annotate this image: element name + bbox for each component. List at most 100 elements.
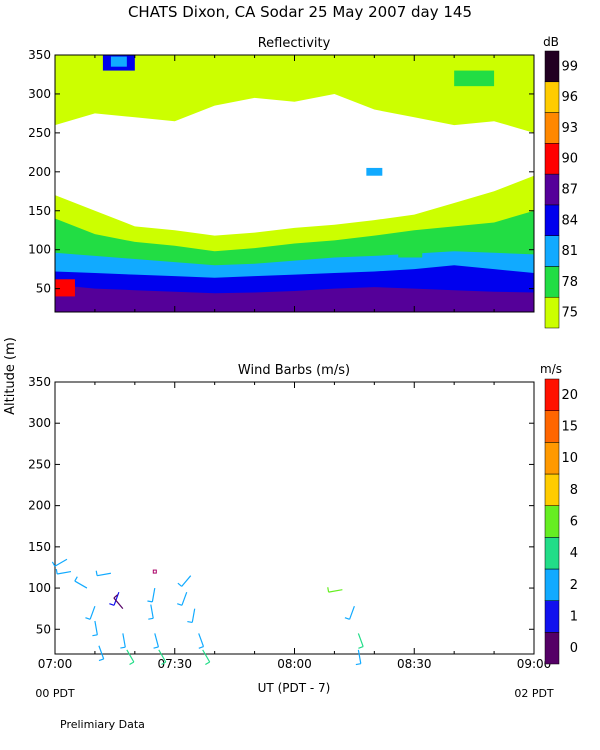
y-tick-label: 50 bbox=[36, 282, 51, 296]
wind-barb-shaft bbox=[357, 633, 364, 647]
wind-barb-flag bbox=[113, 594, 119, 599]
wind-barb-shaft bbox=[98, 645, 105, 660]
colorbar-swatch bbox=[544, 235, 560, 267]
wind-barb bbox=[85, 605, 96, 620]
wind-barb-flag bbox=[95, 570, 98, 576]
colorbar-swatch bbox=[544, 266, 560, 298]
colorbar-swatch bbox=[544, 81, 560, 113]
colorbar-label: 6 bbox=[570, 515, 578, 530]
colorbar-swatch bbox=[544, 204, 560, 236]
y-tick-label: 200 bbox=[28, 499, 51, 513]
y-tick-label: 150 bbox=[28, 540, 51, 554]
wind-barb-shaft bbox=[94, 620, 98, 635]
wind-barb-shaft bbox=[151, 587, 156, 602]
reflectivity-plot bbox=[55, 55, 534, 312]
wind-barb-shaft bbox=[122, 633, 126, 648]
wind-barb-shaft bbox=[158, 649, 167, 663]
wind-barb-flag bbox=[55, 568, 58, 575]
reflectivity-title: Reflectivity bbox=[258, 36, 331, 51]
wind-barb bbox=[113, 594, 124, 610]
x-sub-label-left: 00 PDT bbox=[35, 687, 75, 700]
colorbar-swatch bbox=[544, 632, 560, 665]
y-tick-label: 350 bbox=[28, 375, 51, 389]
colorbar-swatch bbox=[544, 296, 560, 329]
y-tick-label: 250 bbox=[28, 126, 51, 140]
wind-barb bbox=[187, 608, 196, 624]
wind-barb-shaft bbox=[154, 633, 159, 648]
colorbar-swatch bbox=[544, 600, 560, 633]
y-tick-label: 50 bbox=[36, 622, 51, 636]
wind-barb-flag bbox=[120, 646, 126, 649]
x-tick-label: 07:30 bbox=[157, 657, 192, 671]
windbarbs-axes: 50 100 150 200 250 300 350 07:00 07:30 08:00 08:30… bbox=[28, 375, 551, 671]
colorbar-swatch bbox=[544, 410, 560, 443]
wind-barb-shaft bbox=[181, 575, 192, 587]
altitude-axis-label: Altitude (m) bbox=[3, 337, 18, 415]
colorbar-swatch bbox=[544, 505, 560, 538]
wind-barb-flag bbox=[92, 634, 98, 637]
y-tick-label: 350 bbox=[28, 48, 51, 62]
colorbar-label: 81 bbox=[561, 244, 578, 259]
colorbar-swatch bbox=[544, 568, 560, 601]
wind-barb-flag bbox=[344, 617, 350, 620]
wind-barb bbox=[357, 633, 364, 649]
y-tick-label: 150 bbox=[28, 204, 51, 218]
wind-barb-shaft bbox=[349, 605, 355, 620]
wind-barb-flag bbox=[355, 663, 361, 666]
wind-barb-shaft bbox=[126, 649, 135, 663]
wind-barb-flag bbox=[177, 603, 183, 606]
colorbar-label: 8 bbox=[570, 483, 578, 498]
wind-barb-shaft bbox=[181, 591, 188, 606]
wind-barb-flag bbox=[198, 645, 204, 649]
y-tick-label: 250 bbox=[28, 457, 51, 471]
colorbar-label: 99 bbox=[561, 59, 578, 74]
y-tick-label: 100 bbox=[28, 243, 51, 257]
wind-barb bbox=[177, 591, 188, 606]
y-tick-label: 300 bbox=[28, 87, 51, 101]
wind-barb-flag bbox=[205, 661, 210, 666]
reflectivity-patch bbox=[398, 249, 423, 258]
wind-barb-flag bbox=[98, 658, 104, 662]
colorbar-swatch bbox=[544, 442, 560, 475]
x-tick-label: 08:00 bbox=[277, 657, 312, 671]
wind-barb-flag bbox=[177, 582, 183, 587]
x-tick-label: 07:00 bbox=[38, 657, 73, 671]
colorbar-label: 78 bbox=[561, 275, 578, 290]
wind-barb-flag bbox=[327, 587, 330, 593]
windbarbs-colorbar-unit: m/s bbox=[540, 362, 562, 376]
reflectivity-patch bbox=[110, 56, 127, 67]
windbarbs-title: Wind Barbs (m/s) bbox=[238, 363, 350, 378]
colorbar-label: 87 bbox=[561, 183, 578, 198]
colorbar-label: 0 bbox=[570, 641, 578, 656]
reflectivity-patch bbox=[366, 167, 383, 176]
colorbar-label: 93 bbox=[561, 121, 578, 136]
reflectivity-colorbar-unit: dB bbox=[543, 35, 559, 49]
reflectivity-colorbar: 75 78 81 84 87 90 93 96 99 bbox=[544, 50, 578, 329]
wind-barb-shaft bbox=[150, 604, 154, 619]
wind-barb bbox=[158, 649, 167, 666]
wind-barb bbox=[147, 587, 156, 603]
wind-barb-flag bbox=[129, 661, 135, 666]
colorbar-label: 96 bbox=[561, 90, 578, 105]
figure-title: CHATS Dixon, CA Sodar 25 May 2007 day 14… bbox=[128, 3, 472, 21]
wind-barb-shaft bbox=[74, 580, 88, 589]
wind-barb-shaft bbox=[328, 589, 343, 593]
wind-barb bbox=[327, 587, 343, 593]
wind-barb bbox=[344, 605, 355, 620]
wind-barb bbox=[109, 591, 120, 606]
wind-barb bbox=[98, 645, 105, 662]
wind-barb-flag bbox=[109, 603, 115, 606]
wind-barb bbox=[202, 649, 211, 666]
wind-barb bbox=[92, 620, 98, 637]
y-tick-label: 300 bbox=[28, 416, 51, 430]
colorbar-swatch bbox=[544, 537, 560, 570]
wind-barb-shaft bbox=[57, 570, 72, 575]
windbarbs-colorbar: 0 1 2 4 6 8 10 15 20 bbox=[544, 378, 578, 665]
wind-barb-calm bbox=[152, 569, 157, 574]
wind-barb-flag bbox=[147, 600, 153, 603]
wind-barb bbox=[55, 568, 72, 575]
wind-barb bbox=[177, 575, 192, 587]
x-tick-label: 09:00 bbox=[517, 657, 552, 671]
reflectivity-patch bbox=[454, 70, 495, 87]
